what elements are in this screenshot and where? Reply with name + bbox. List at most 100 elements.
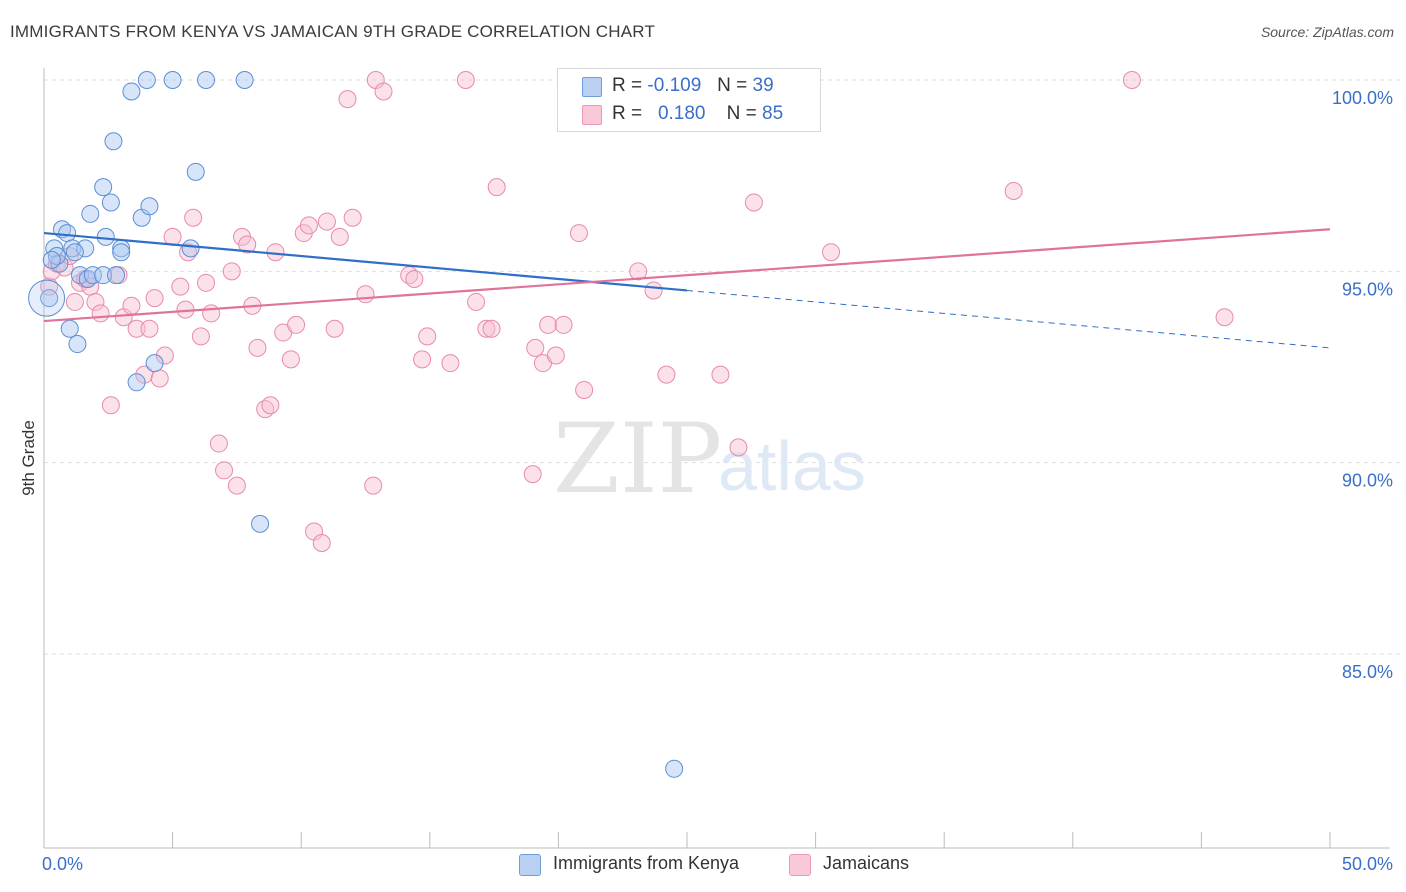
jamaicans-point-74	[644, 281, 663, 300]
jamaicans-point-73	[629, 262, 648, 281]
legend-r-label-kenya: R =	[612, 75, 643, 96]
jamaicans-point-18	[145, 289, 164, 308]
kenya-point-16	[101, 193, 120, 212]
legend-n-value-jamaicans: 85	[762, 103, 784, 124]
y-tick-label-0: 100.0%	[1332, 88, 1393, 108]
kenya-point-9	[76, 239, 95, 258]
bottom-legend-label-jamaicans: Jamaicans	[823, 853, 910, 873]
kenya-point-34	[251, 514, 270, 533]
kenya-cluster-point	[28, 279, 66, 317]
jamaicans-point-10	[91, 304, 110, 323]
y-tick-label-2: 90.0%	[1342, 471, 1393, 491]
jamaicans-point-14	[122, 296, 141, 315]
legend-n-label-jamaicans: N =	[726, 103, 757, 124]
jamaicans-point-46	[312, 534, 331, 553]
jamaicans-point-15	[127, 319, 146, 338]
kenya-point-0	[40, 289, 59, 308]
bottom-legend-swatch-kenya	[519, 854, 541, 876]
jamaicans-point-81	[1004, 181, 1023, 200]
kenya-trend-line	[43, 231, 688, 292]
jamaicans-point-51	[343, 208, 362, 227]
kenya-point-11	[81, 204, 100, 223]
jamaicans-point-68	[539, 315, 558, 334]
jamaicans-point-55	[374, 82, 393, 101]
y-tick-label-3: 85.0%	[1342, 662, 1393, 682]
jamaicans-point-11	[101, 396, 120, 415]
kenya-point-25	[140, 197, 159, 216]
bottom-legend-label-kenya: Immigrants from Kenya	[553, 853, 740, 873]
jamaicans-point-38	[261, 396, 280, 415]
axes	[43, 68, 1390, 849]
kenya-point-12	[83, 266, 102, 285]
jamaicans-trend-line	[43, 228, 1331, 323]
jamaicans-point-30	[215, 461, 234, 480]
legend-r-label-jamaicans: R =	[612, 103, 643, 124]
kenya-point-13	[94, 266, 113, 285]
kenya-point-21	[122, 82, 141, 101]
jamaicans-point-69	[546, 346, 565, 365]
watermark-zip: ZIP	[553, 403, 722, 515]
kenya-point-14	[94, 178, 113, 197]
jamaicans-point-28	[202, 304, 221, 323]
legend-text-jamaicans: R = 0.180 N = 85	[612, 103, 783, 125]
jamaicans-point-64	[482, 319, 501, 338]
grid-lines	[44, 79, 1400, 655]
jamaicans-point-59	[418, 327, 437, 346]
kenya-point-18	[107, 266, 126, 285]
jamaicans-point-29	[209, 434, 228, 453]
kenya-trend-extension	[686, 289, 1331, 349]
kenya-point-31	[235, 71, 254, 89]
legend-r-value-kenya: -0.109	[647, 75, 702, 96]
jamaicans-point-58	[413, 350, 432, 369]
legend-swatch-jamaicans	[582, 105, 602, 125]
x-tick-label-0: 0.0%	[42, 854, 83, 874]
chart-title: IMMIGRANTS FROM KENYA VS JAMAICAN 9TH GR…	[10, 22, 656, 41]
jamaicans-point-70	[554, 315, 573, 334]
x-tick-label-1: 50.0%	[1342, 854, 1393, 874]
kenya-point-4	[58, 224, 77, 243]
jamaicans-point-80	[523, 465, 542, 484]
jamaicans-point-5	[65, 292, 84, 311]
jamaicans-point-31	[222, 262, 241, 281]
kenya-points	[28, 71, 684, 778]
jamaicans-point-19	[150, 369, 169, 388]
jamaicans-point-61	[456, 71, 475, 89]
jamaicans-point-62	[467, 292, 486, 311]
jamaicans-point-60	[441, 354, 460, 373]
jamaicans-point-79	[822, 243, 841, 262]
jamaicans-point-76	[711, 365, 730, 384]
jamaicans-point-44	[299, 216, 318, 235]
jamaicans-point-72	[575, 380, 594, 399]
jamaicans-point-32	[227, 476, 246, 495]
jamaicans-point-27	[197, 273, 216, 292]
kenya-point-30	[197, 71, 216, 89]
jamaicans-point-34	[238, 235, 257, 254]
kenya-point-38	[65, 243, 84, 262]
source-label: Source: ZipAtlas.com	[1261, 24, 1394, 40]
kenya-point-26	[145, 354, 164, 373]
jamaicans-point-52	[356, 285, 375, 304]
legend-swatch-kenya	[582, 77, 602, 97]
watermark: ZIP atlas	[553, 403, 866, 515]
jamaicans-point-17	[140, 319, 159, 338]
kenya-point-29	[186, 162, 205, 181]
legend-n-value-kenya: 39	[752, 75, 774, 96]
jamaicans-point-50	[338, 90, 357, 109]
jamaicans-point-26	[191, 327, 210, 346]
correlation-legend: R = -0.109 N = 39 R = 0.180 N = 85	[557, 68, 821, 132]
jamaicans-point-36	[248, 338, 267, 357]
jamaicans-point-49	[330, 227, 349, 246]
y-axis-label: 9th Grade	[19, 420, 38, 496]
y-tick-label-1: 95.0%	[1342, 279, 1393, 299]
kenya-point-7	[68, 335, 87, 354]
jamaicans-points	[40, 71, 1234, 553]
jamaicans-point-75	[657, 365, 676, 384]
jamaicans-point-25	[184, 208, 203, 227]
jamaicans-point-63	[477, 319, 496, 338]
bottom-legend-swatch-jamaicans	[789, 854, 811, 876]
kenya-point-33	[42, 250, 61, 269]
jamaicans-point-82	[1122, 71, 1141, 89]
legend-r-value-jamaicans: 0.180	[657, 103, 706, 124]
jamaicans-point-20	[155, 346, 174, 365]
jamaicans-point-57	[405, 269, 424, 288]
